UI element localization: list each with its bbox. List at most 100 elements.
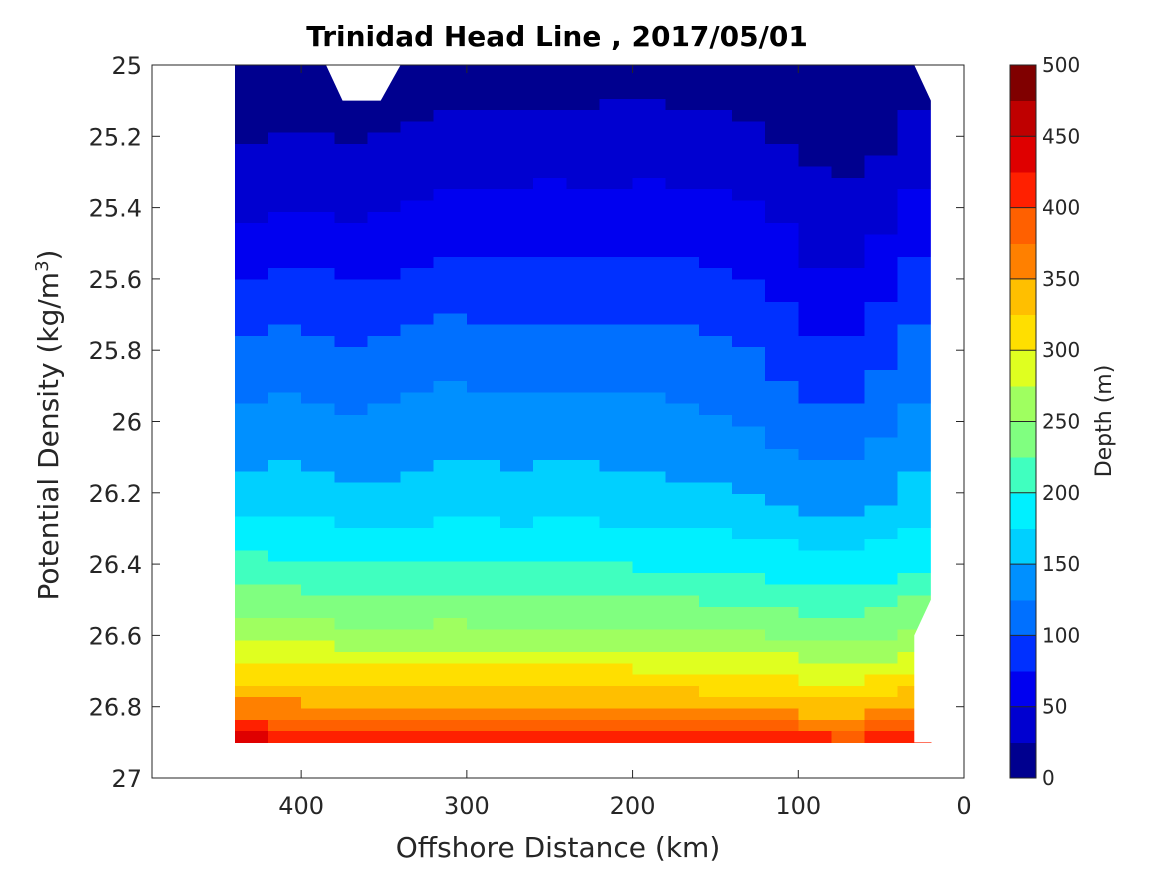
contour-cell xyxy=(367,539,402,552)
contour-cell xyxy=(765,234,799,247)
contour-cell xyxy=(268,369,302,382)
contour-cell xyxy=(765,132,799,145)
contour-cell xyxy=(897,618,932,631)
contour-cell xyxy=(732,606,766,619)
contour-cell xyxy=(433,132,468,145)
contour-cell xyxy=(433,268,468,281)
contour-cell xyxy=(864,426,899,439)
contour-cell xyxy=(334,505,369,518)
contour-cell xyxy=(831,539,866,552)
contour-cell xyxy=(334,493,369,506)
contour-cell xyxy=(466,403,501,416)
contour-cell xyxy=(533,392,567,405)
contour-cell xyxy=(301,482,335,495)
contour-cell xyxy=(864,189,899,202)
contour-cell xyxy=(698,347,733,360)
contour-cell xyxy=(665,347,700,360)
contour-cell xyxy=(500,302,534,314)
colorbar-band xyxy=(1010,171,1036,209)
contour-cell xyxy=(831,708,866,721)
contour-cell xyxy=(632,369,667,382)
contour-cell xyxy=(599,426,634,439)
contour-cell xyxy=(367,223,402,235)
contour-cell xyxy=(367,527,402,540)
contour-cell xyxy=(765,697,799,710)
contour-cell xyxy=(732,482,766,495)
contour-cell xyxy=(798,539,833,552)
contour-cell xyxy=(599,505,634,518)
contour-cell xyxy=(698,527,733,540)
contour-cell xyxy=(864,313,899,326)
contour-cell xyxy=(765,561,799,574)
contour-cell xyxy=(500,132,534,145)
contour-cell xyxy=(234,573,269,585)
contour-cell xyxy=(831,460,866,473)
contour-cell xyxy=(367,482,402,495)
contour-cell xyxy=(301,211,335,224)
contour-cell xyxy=(632,471,667,484)
contour-cell xyxy=(897,121,932,134)
contour-cell xyxy=(533,200,567,213)
contour-cell xyxy=(234,76,269,89)
contour-cell xyxy=(500,539,534,552)
contour-cell xyxy=(466,268,501,281)
contour-cell xyxy=(632,550,667,563)
contour-cell xyxy=(831,392,866,405)
x-axis: 400 300 200 100 0 xyxy=(278,65,972,820)
contour-cell xyxy=(301,493,335,506)
contour-cell xyxy=(632,335,667,348)
contour-cell xyxy=(268,731,302,743)
contour-cell xyxy=(864,437,899,450)
contour-cell xyxy=(301,347,335,360)
contour-cell xyxy=(334,279,369,292)
contour-cell xyxy=(500,663,534,676)
contour-cell xyxy=(301,618,335,631)
contour-cell xyxy=(566,369,601,382)
contour-cell xyxy=(798,584,833,597)
contour-cell xyxy=(798,223,833,235)
contour-cell xyxy=(500,674,534,687)
contour-cell xyxy=(334,110,369,123)
contour-cell xyxy=(533,245,567,258)
contour-cell xyxy=(268,595,302,608)
contour-cell xyxy=(334,573,369,585)
contour-cell xyxy=(632,166,667,179)
contour-cell xyxy=(732,392,766,405)
contour-cell xyxy=(400,697,435,710)
contour-cell xyxy=(599,640,634,653)
contour-cell xyxy=(301,539,335,552)
contour-cell xyxy=(234,471,269,484)
y-axis: 25 25.2 25.4 25.6 25.8 26 26.2 26.4 26.6 26.8 27 xyxy=(89,52,964,793)
contour-cell xyxy=(732,618,766,631)
contour-cell xyxy=(632,629,667,642)
contour-cell xyxy=(433,369,468,382)
contour-cell xyxy=(599,471,634,484)
contour-cell xyxy=(599,234,634,247)
contour-cell xyxy=(698,302,733,314)
contour-cell xyxy=(831,471,866,484)
contour-cell xyxy=(301,708,335,721)
contour-cell xyxy=(566,493,601,506)
contour-cell xyxy=(864,234,899,247)
contour-cell xyxy=(367,211,402,224)
contour-cell xyxy=(897,606,932,619)
contour-cell xyxy=(831,177,866,190)
contour-cell xyxy=(433,211,468,224)
contour-cell xyxy=(665,155,700,168)
contour-cell xyxy=(334,426,369,439)
contour-cell xyxy=(500,290,534,303)
contour-cell xyxy=(400,708,435,721)
contour-cell xyxy=(334,166,369,179)
contour-cell xyxy=(897,493,932,506)
contour-cell xyxy=(698,358,733,371)
contour-cell xyxy=(732,290,766,303)
contour-cell xyxy=(599,76,634,89)
contour-cell xyxy=(301,358,335,371)
contour-cell xyxy=(599,132,634,145)
contour-cell xyxy=(831,358,866,371)
contour-cell xyxy=(599,256,634,269)
contour-cell xyxy=(268,437,302,450)
contour-cell xyxy=(698,403,733,416)
contour-cell xyxy=(367,302,402,314)
contour-cell xyxy=(433,302,468,314)
